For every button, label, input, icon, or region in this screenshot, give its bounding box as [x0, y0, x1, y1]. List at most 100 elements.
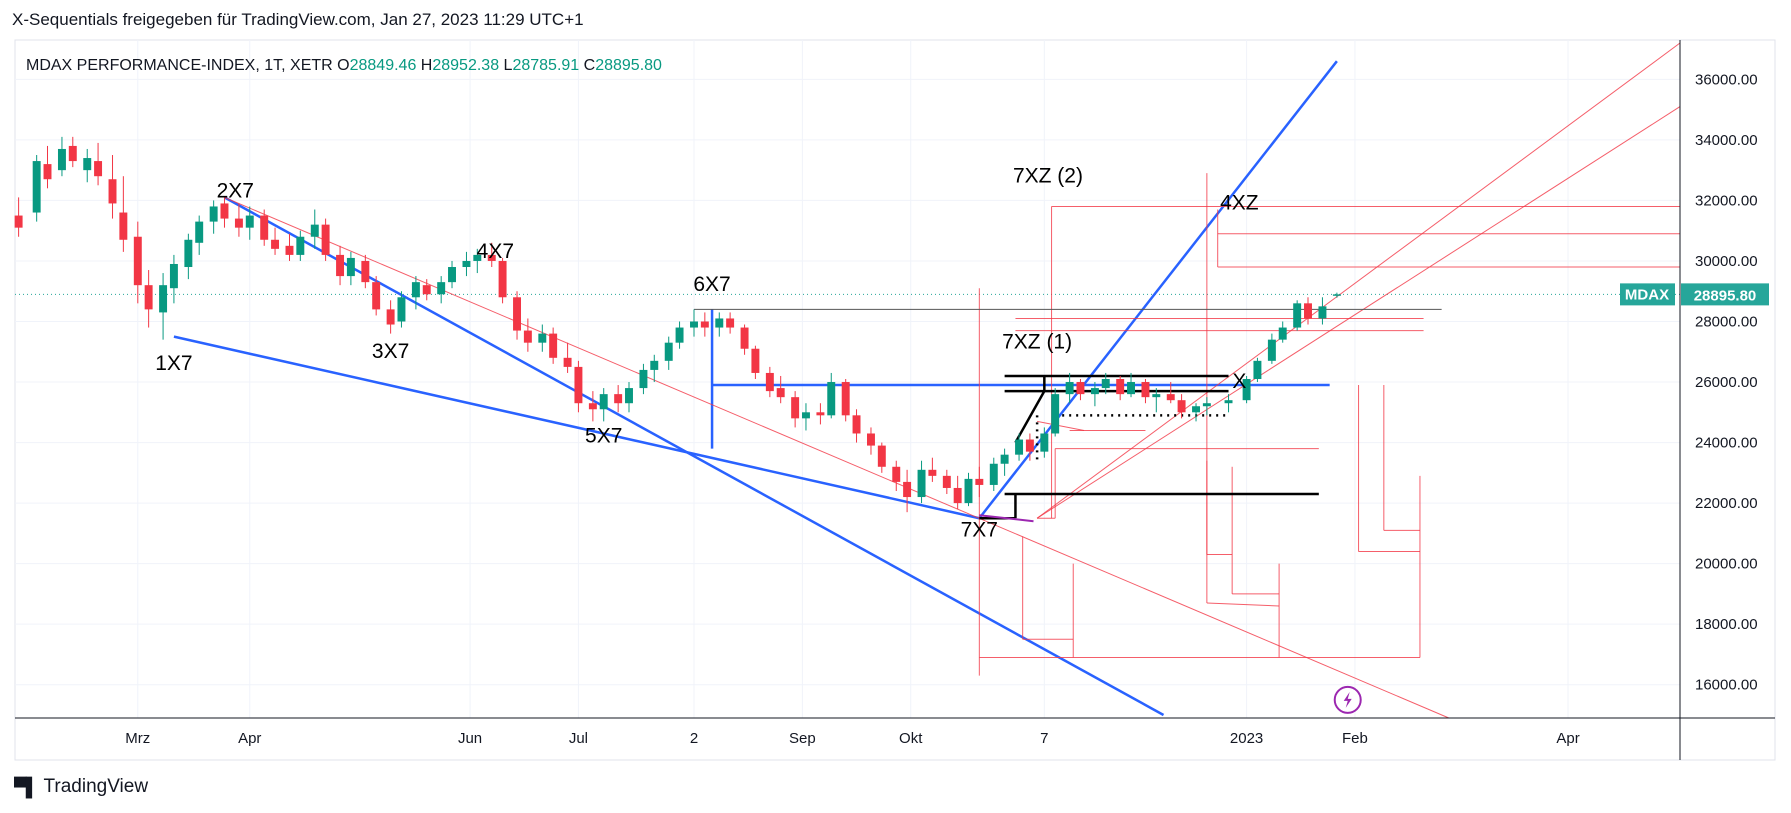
x-tick-label: Jun [458, 730, 482, 747]
price-badge-value-bg [1681, 283, 1769, 306]
tradingview-branding[interactable]: ▀▌ TradingView [14, 776, 148, 798]
x-tick-label: Mrz [125, 730, 150, 747]
candle-body [14, 215, 23, 228]
candle-body [1278, 327, 1287, 340]
candle-body [159, 285, 168, 313]
candle-body [372, 282, 381, 310]
candle-body [523, 330, 532, 343]
candle-body [852, 415, 861, 434]
candle-body [271, 239, 280, 249]
annotation-label: 2X7 [217, 179, 254, 202]
candle-body [1242, 379, 1251, 401]
x-tick-label: 2 [690, 730, 698, 747]
trendline-red [1036, 106, 1681, 519]
candle-body [346, 257, 355, 277]
candle-body [928, 469, 937, 476]
candle-body [827, 382, 836, 416]
candle-body [726, 318, 735, 328]
candle-body [563, 357, 572, 367]
candle-body [942, 475, 951, 488]
y-tick-label: 28000.00 [1695, 313, 1758, 330]
price-badge: MDAX 28895.80 [1620, 283, 1769, 306]
candle-body [1253, 360, 1262, 379]
candle-body [411, 282, 420, 298]
trendline-blue [223, 196, 1165, 717]
candle-body [513, 297, 522, 331]
candle-body [1090, 388, 1099, 395]
candle-body [625, 388, 633, 404]
annotation-label: 7X7 [961, 518, 998, 541]
candlestick-series [14, 136, 1341, 513]
candle-body [169, 263, 178, 289]
candle-body [1177, 400, 1186, 413]
chart-grid [14, 39, 1776, 761]
candle-body [715, 318, 724, 328]
candle-body [1116, 379, 1125, 395]
candle-body [234, 218, 243, 228]
annotation-label: 5X7 [585, 425, 622, 448]
y-tick-label: 18000.00 [1695, 616, 1758, 633]
x-tick-label: Jul [569, 730, 588, 747]
candle-body [953, 487, 962, 504]
candle-body [397, 297, 406, 322]
candle-body [964, 478, 973, 504]
candle-body [765, 372, 774, 392]
candle-body [903, 481, 912, 498]
y-tick-label: 32000.00 [1695, 192, 1758, 209]
candle-body [422, 285, 431, 295]
candle-body [1025, 439, 1034, 452]
candle-body [133, 236, 142, 286]
candle-body [43, 164, 52, 180]
candle-body [588, 403, 597, 410]
y-tick-label: 26000.00 [1695, 374, 1758, 391]
candle-body [989, 463, 998, 485]
ohlc-key: C [584, 57, 596, 74]
candle-body [549, 333, 558, 358]
candle-body [386, 309, 395, 325]
candle-body [209, 206, 218, 222]
trendline-blue [978, 60, 1338, 520]
candle-body [260, 215, 269, 240]
y-tick-label: 36000.00 [1695, 71, 1758, 88]
candle-body [1293, 303, 1302, 328]
ohlc-value: 28952.38 [432, 57, 503, 74]
candle-body [498, 260, 507, 298]
candle-body [68, 145, 77, 162]
candle-body [245, 215, 254, 228]
chart-axes: 16000.00 18000.00 20000.00 22000.00 24000.00… [15, 40, 1775, 760]
candle-body [94, 161, 103, 177]
ohlc-key: H [421, 57, 433, 74]
candle-body [700, 321, 709, 328]
x-tick-label: 2023 [1230, 730, 1263, 747]
annotation-label: X [1232, 370, 1246, 393]
y-tick-label: 16000.00 [1695, 677, 1758, 694]
trendline-red [224, 196, 1450, 719]
x-tick-label: Sep [789, 730, 816, 747]
trendline-blue [173, 335, 980, 520]
candle-body [144, 285, 153, 310]
candle-body [917, 469, 926, 498]
tradingview-wordmark: TradingView [43, 776, 149, 797]
candle-body [1267, 339, 1276, 361]
candle-body [336, 254, 345, 277]
candle-body [1127, 382, 1135, 395]
annotation-label: 6X7 [693, 273, 730, 296]
y-tick-label: 34000.00 [1695, 132, 1758, 149]
x-tick-label: 7 [1040, 730, 1048, 747]
x-tick-label: Apr [238, 730, 261, 747]
candle-body [1101, 379, 1110, 389]
ohlc-value: 28785.91 [512, 57, 583, 74]
candle-body [108, 179, 117, 204]
candle-body [462, 260, 471, 268]
symbol-ohlc-header: MDAX PERFORMANCE-INDEX, 1T, XETR O28849.… [26, 57, 662, 74]
symbol-label: MDAX PERFORMANCE-INDEX, 1T, XETR [26, 57, 337, 74]
candle-body [1051, 394, 1060, 434]
candle-body [57, 148, 66, 171]
candle-body [321, 224, 330, 255]
candle-body [448, 267, 456, 283]
x-tick-label: Apr [1556, 730, 1579, 747]
candle-body [892, 466, 901, 482]
candle-body [975, 478, 984, 485]
y-tick-label: 20000.00 [1695, 556, 1758, 573]
